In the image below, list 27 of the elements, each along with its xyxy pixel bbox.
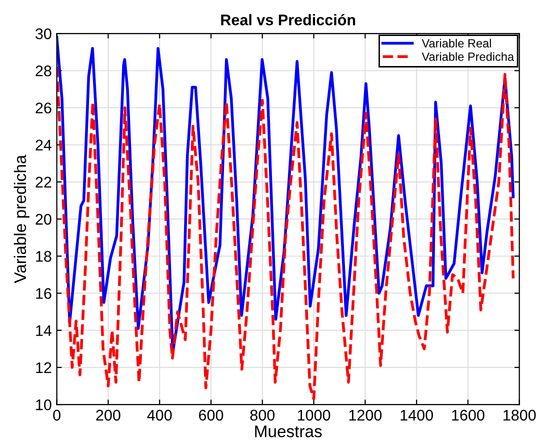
y-tick-label: 22 xyxy=(36,176,52,188)
y-tick-label: 10 xyxy=(36,399,52,410)
x-tick-label: 1600 xyxy=(452,410,484,421)
y-tick-label: 18 xyxy=(36,251,52,262)
chart-title: Real vs Predicción xyxy=(221,14,356,26)
x-tick-label: 0 xyxy=(53,410,60,421)
x-axis-title: Muestras xyxy=(255,426,322,438)
y-tick-label: 12 xyxy=(36,362,52,373)
y-axis-title: Variable predicha xyxy=(14,154,30,284)
legend-label: Variable Predicha xyxy=(422,52,514,61)
text: Variable Real xyxy=(422,38,491,48)
y-tick-label: 26 xyxy=(36,102,52,114)
x-tick-label: 800 xyxy=(250,410,275,421)
y-tick-label: 20 xyxy=(36,214,52,225)
y-tick-label: 14 xyxy=(36,325,52,336)
y-tick-label: 28 xyxy=(36,65,52,76)
x-tick-label: 600 xyxy=(199,410,224,421)
x-tick-label: 1000 xyxy=(298,410,330,421)
x-tick-label: 1200 xyxy=(349,410,382,421)
x-tick-label: 1800 xyxy=(504,410,536,421)
line-series xyxy=(56,66,515,400)
y-tick-label: 16 xyxy=(36,288,52,299)
y-tick-label: 24 xyxy=(36,140,52,150)
x-tick-label: 400 xyxy=(147,410,172,421)
x-tick-label: 200 xyxy=(96,410,120,421)
y-tick-label: 30 xyxy=(36,28,52,40)
x-tick-label: 1400 xyxy=(400,410,433,421)
